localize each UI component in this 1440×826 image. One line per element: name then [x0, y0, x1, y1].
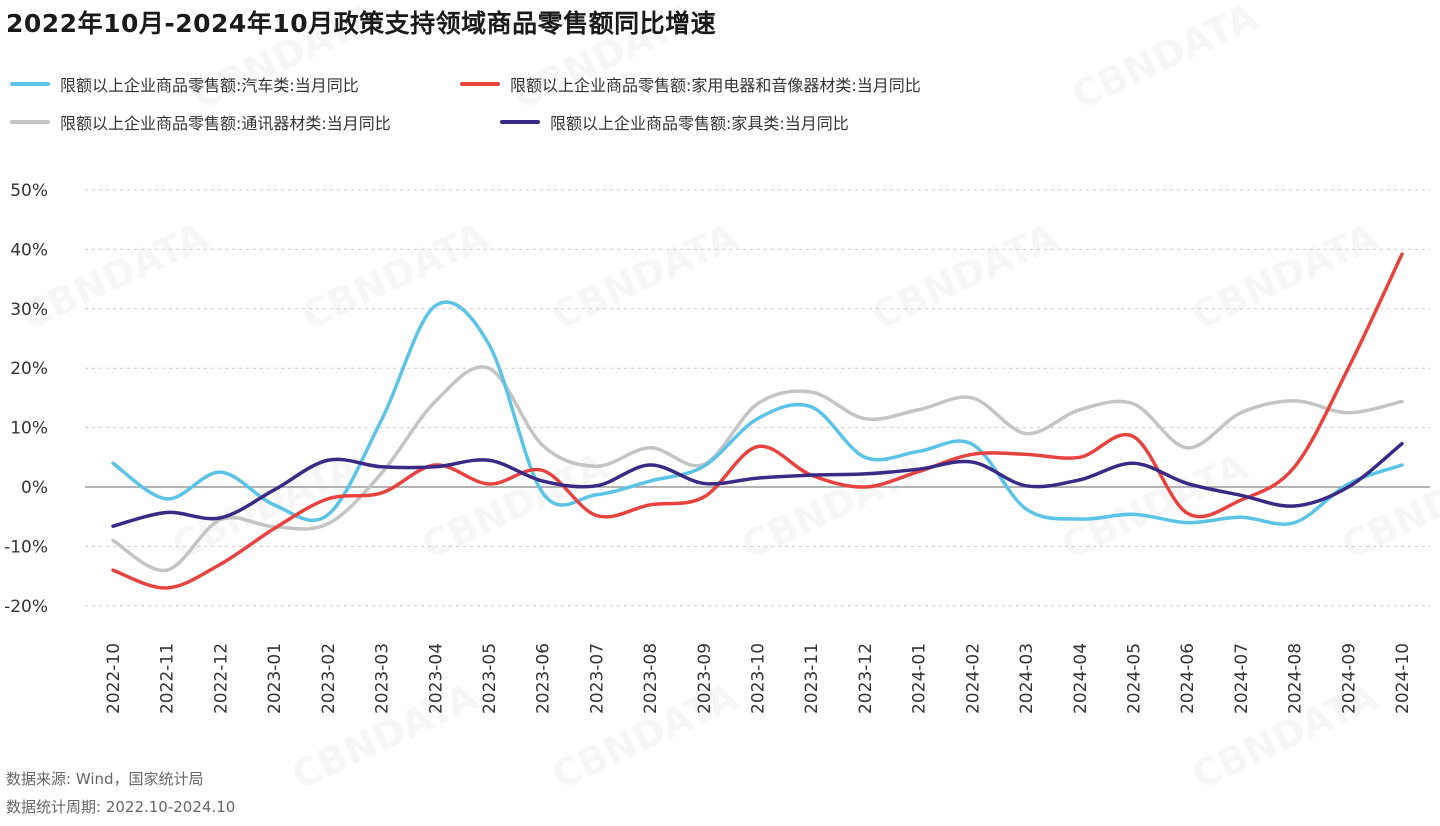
- series-line-2: [111, 365, 1404, 572]
- x-tick-label: 2023-05: [480, 643, 500, 714]
- watermark: CBNDATA: [185, 0, 385, 118]
- watermark: CBNDATA: [505, 0, 705, 118]
- y-tick-label: -20%: [4, 597, 48, 617]
- series-line-1: [111, 252, 1404, 590]
- y-tick-label: 20%: [10, 359, 48, 379]
- x-tick-label: 2023-06: [534, 643, 554, 714]
- y-tick-label: 40%: [10, 240, 48, 260]
- legend-label: 限额以上企业商品零售额:通讯器材类:当月同比: [60, 114, 391, 133]
- watermark: CBNDATA: [295, 214, 495, 338]
- x-tick-label: 2023-02: [319, 643, 339, 714]
- watermark: CBNDATA: [735, 444, 935, 568]
- chart-title: 2022年10月-2024年10月政策支持领域商品零售额同比增速: [6, 9, 717, 38]
- series-line-0: [111, 300, 1404, 526]
- legend-label: 限额以上企业商品零售额:家具类:当月同比: [550, 114, 849, 133]
- x-tick-label: 2023-08: [641, 643, 661, 714]
- x-tick-label: 2023-10: [749, 643, 769, 714]
- legend-label: 限额以上企业商品零售额:汽车类:当月同比: [60, 76, 359, 95]
- watermark: CBNDATA: [415, 444, 615, 568]
- y-tick-label: 0%: [21, 478, 48, 498]
- x-tick-label: 2023-09: [695, 643, 715, 714]
- series-line-3: [111, 441, 1404, 528]
- legend-item-telecom: 限额以上企业商品零售额:通讯器材类:当月同比: [10, 110, 391, 134]
- x-tick-label: 2023-01: [265, 643, 285, 714]
- x-tick-label: 2024-10: [1393, 643, 1413, 714]
- x-tick-label: 2023-07: [587, 643, 607, 714]
- watermark: CBNDATA: [1185, 214, 1385, 338]
- x-tick-label: 2023-03: [373, 643, 393, 714]
- x-tick-label: 2022-10: [104, 643, 124, 714]
- x-tick-label: 2024-04: [1071, 643, 1091, 714]
- x-tick-label: 2023-04: [426, 643, 446, 714]
- watermark: CBNDATA: [865, 214, 1065, 338]
- legend-swatch: [460, 82, 500, 86]
- period-note: 数据统计周期: 2022.10-2024.10: [6, 798, 236, 816]
- y-tick-label: 50%: [10, 181, 48, 201]
- source-note: 数据来源: Wind，国家统计局: [6, 770, 204, 788]
- x-tick-label: 2024-08: [1286, 643, 1306, 714]
- watermark: CBNDATA: [1335, 444, 1440, 568]
- y-tick-label: 30%: [10, 300, 48, 320]
- legend-swatch: [10, 120, 50, 124]
- x-tick-label: 2022-11: [158, 643, 178, 714]
- legend-label: 限额以上企业商品零售额:家用电器和音像器材类:当月同比: [510, 76, 921, 95]
- legend-swatch: [500, 120, 540, 124]
- x-tick-label: 2024-09: [1339, 643, 1359, 714]
- x-tick-label: 2022-12: [211, 643, 231, 714]
- legend-item-auto: 限额以上企业商品零售额:汽车类:当月同比: [10, 72, 359, 96]
- x-tick-label: 2024-01: [910, 643, 930, 714]
- x-tick-label: 2024-06: [1178, 643, 1198, 714]
- y-tick-label: 10%: [10, 419, 48, 439]
- x-tick-label: 2024-07: [1232, 643, 1252, 714]
- x-tick-label: 2023-12: [856, 643, 876, 714]
- legend-item-furniture: 限额以上企业商品零售额:家具类:当月同比: [500, 110, 849, 134]
- x-tick-label: 2024-03: [1017, 643, 1037, 714]
- watermark: CBNDATA: [1065, 0, 1265, 118]
- x-tick-label: 2024-02: [963, 643, 983, 714]
- legend-item-appliances: 限额以上企业商品零售额:家用电器和音像器材类:当月同比: [460, 72, 921, 96]
- x-tick-label: 2024-05: [1124, 643, 1144, 714]
- x-tick-label: 2023-11: [802, 643, 822, 714]
- watermark: CBNDATA: [545, 214, 745, 338]
- y-tick-label: -10%: [4, 537, 48, 557]
- legend-swatch: [10, 82, 50, 86]
